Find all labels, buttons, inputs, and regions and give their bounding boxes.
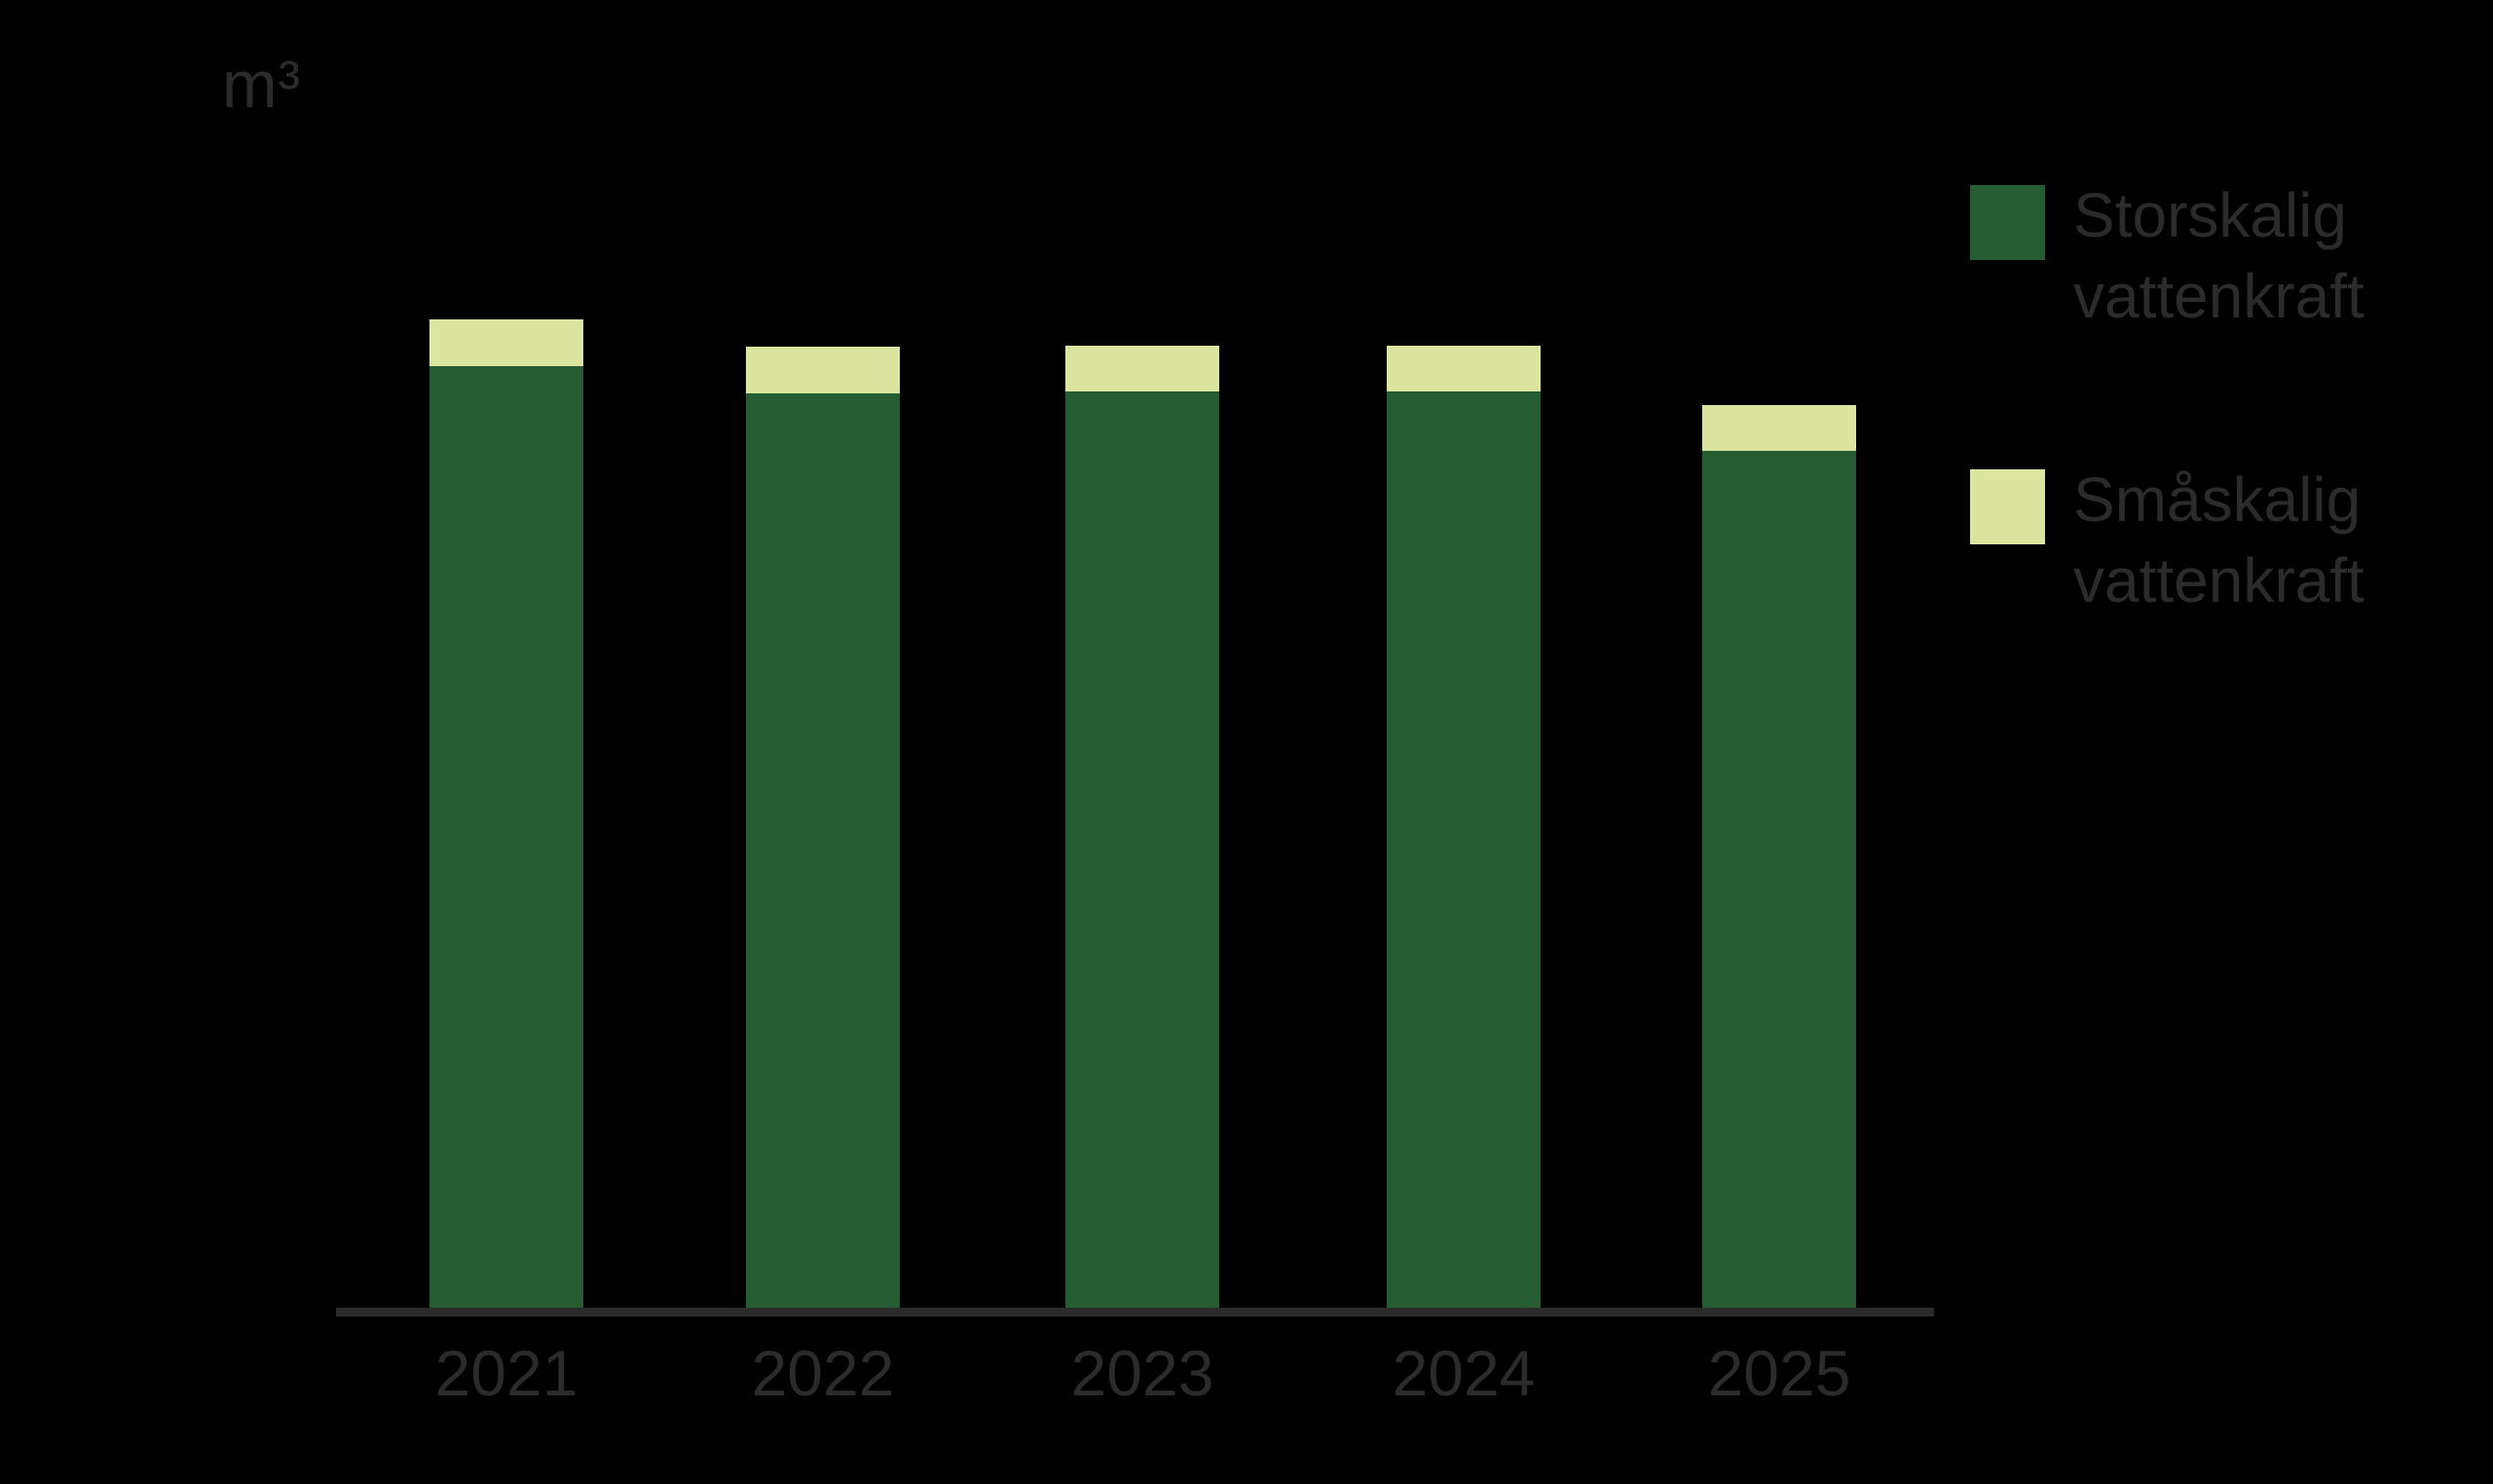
legend-label-smaskalig: Småskalig vattenkraft [2073,464,2364,615]
legend-item-smaskalig: Småskalig vattenkraft [1970,464,2476,621]
bar-2023-storskalig-segment [1065,391,1219,1308]
bar-2024-storskalig-segment [1387,391,1541,1308]
storskalig-vattenkraft-swatch [1970,185,2045,260]
x-axis-label-2021: 2021 [434,1337,578,1409]
bar-2021-smaskalig-segment [429,319,583,366]
x-axis-label-2023: 2023 [1070,1337,1214,1409]
legend-item-storskalig: Storskalig vattenkraft [1970,180,2476,337]
legend-label-storskalig: Storskalig vattenkraft [2073,180,2364,331]
bar-2023 [1065,346,1219,1308]
bar-2025-storskalig-segment [1702,451,1856,1308]
y-axis-unit-label: m³ [222,48,302,122]
bar-2025-smaskalig-segment [1702,405,1856,451]
x-axis-label-2025: 2025 [1707,1337,1851,1409]
bar-2024 [1387,346,1541,1308]
x-axis-label-2022: 2022 [751,1337,895,1409]
legend: Storskalig vattenkraft Småskalig vattenk… [1970,180,2476,754]
bar-2022 [746,347,900,1308]
bar-2022-smaskalig-segment [746,347,900,393]
smaskalig-vattenkraft-swatch [1970,469,2045,544]
x-axis-line [336,1308,1934,1317]
bar-2021 [429,319,583,1308]
bar-2021-storskalig-segment [429,366,583,1308]
bar-2023-smaskalig-segment [1065,346,1219,391]
bar-2024-smaskalig-segment [1387,346,1541,391]
bar-2025 [1702,405,1856,1308]
x-axis-label-2024: 2024 [1392,1337,1536,1409]
bar-2022-storskalig-segment [746,393,900,1308]
